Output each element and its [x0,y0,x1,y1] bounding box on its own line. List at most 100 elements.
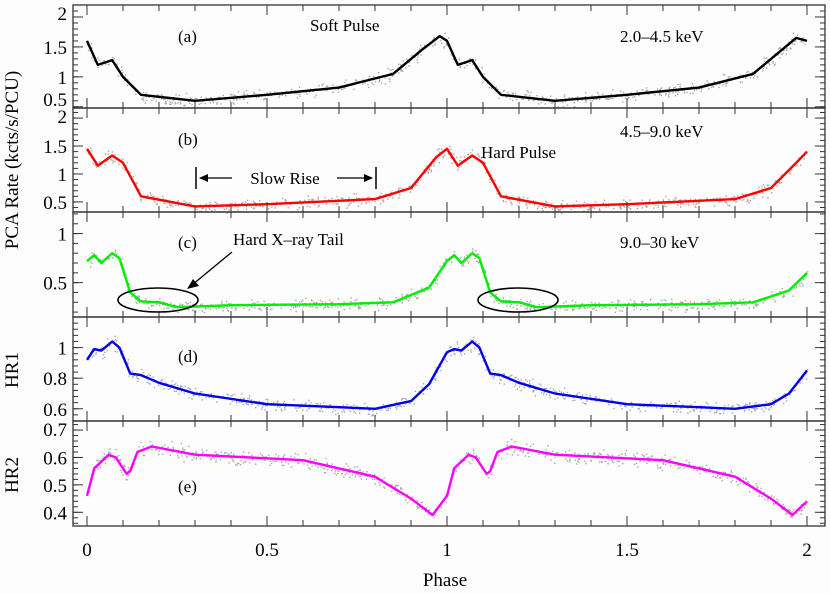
scatter-point [304,199,306,202]
scatter-point [218,96,220,99]
scatter-point [525,202,528,204]
scatter-point [623,199,625,201]
scatter-point [707,301,709,303]
scatter-point [620,305,622,308]
scatter-point [140,200,142,202]
scatter-point [322,467,324,469]
scatter-point [167,446,169,448]
scatter-point [749,402,751,404]
scatter-point [251,403,253,405]
scatter-point [706,80,709,82]
scatter-point [400,487,402,489]
x-tick-label: 0 [82,540,92,561]
scatter-point [490,473,493,476]
scatter-point [209,97,212,99]
scatter-point [328,466,331,469]
scatter-point [443,45,446,48]
scatter-point [184,385,186,388]
scatter-point [321,84,323,86]
scatter-point [362,83,364,85]
scatter-point [395,408,398,410]
scatter-point [201,303,203,305]
scatter-point [357,205,360,207]
scatter-point [767,500,769,502]
scatter-point [343,409,345,411]
scatter-point [237,91,240,93]
scatter-point [545,200,547,202]
scatter-point [722,73,725,76]
scatter-point [601,461,603,463]
scatter-point [194,311,197,313]
scatter-point [314,96,316,98]
scatter-point [305,402,307,404]
scatter-point [472,58,475,60]
scatter-point [306,205,309,207]
scatter-point [700,87,703,89]
scatter-point [400,64,402,66]
scatter-point [496,300,498,302]
scatter-point [505,201,507,203]
scatter-point [246,93,249,96]
x-tick-label: 2 [802,540,812,561]
scatter-point [117,348,119,350]
scatter-point [230,93,232,95]
scatter-point [421,291,423,293]
scatter-point [242,398,244,400]
scatter-point [745,478,747,480]
scatter-point [803,507,805,509]
panel-frame [72,316,826,422]
scatter-point [477,153,479,155]
scatter-point [136,377,138,379]
scatter-point [114,350,117,353]
scatter-point [562,395,564,397]
scatter-point [398,493,400,495]
scatter-point [668,458,670,461]
scatter-point [204,307,206,309]
scatter-point [366,406,369,408]
scatter-point [553,390,556,392]
scatter-point [131,295,133,298]
scatter-point [645,90,647,92]
scatter-point [749,200,752,202]
scatter-point [414,294,416,296]
scatter-point [722,84,724,86]
scatter-point [137,296,139,298]
scatter-point [266,92,268,94]
scatter-points [87,145,806,215]
scatter-point [609,307,611,310]
scatter-point [382,403,385,406]
scatter-point [357,308,360,310]
scatter-point [689,410,691,413]
scatter-point [305,91,307,94]
scatter-point [442,155,445,158]
scatter-point [677,467,679,469]
scatter-point [208,208,211,210]
scatter-point [742,477,745,479]
scatter-point [245,208,248,210]
scatter-point [435,367,437,369]
scatter-point [395,296,397,299]
scatter-point [518,380,521,383]
scatter-point [318,85,320,87]
scatter-point [372,414,374,417]
scatter-point [572,308,574,310]
scatter-point [641,89,643,91]
scatter-point [112,257,114,259]
scatter-point [281,410,283,412]
scatter-point [372,413,374,416]
scatter-point [392,68,394,70]
scatter-point [788,41,790,43]
scatter-point [664,305,666,307]
scatter-point [427,289,429,291]
scatter-point [196,208,198,210]
scatter-point [468,58,470,61]
scatter-point [233,103,235,105]
scatter-point [755,407,757,409]
scatter-point [436,279,439,281]
scatter-point [771,291,773,293]
scatter-point [434,44,436,46]
slow-rise-annotation: Slow Rise [250,169,319,188]
panel-frame [72,107,826,213]
scatter-point [761,196,764,198]
scatter-point [782,296,784,298]
